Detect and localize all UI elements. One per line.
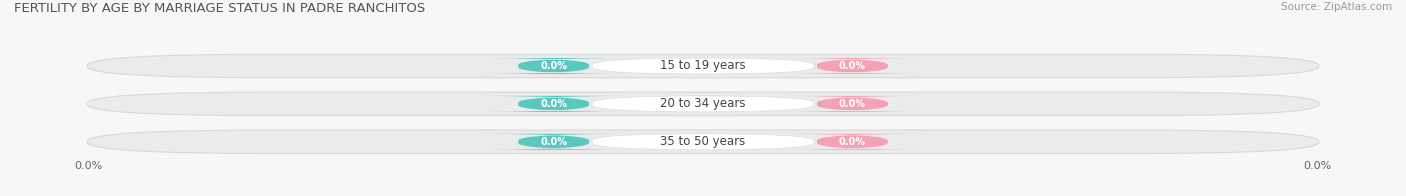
Text: 0.0%: 0.0% <box>1303 161 1331 171</box>
FancyBboxPatch shape <box>87 92 1319 116</box>
FancyBboxPatch shape <box>478 134 628 150</box>
FancyBboxPatch shape <box>592 134 814 150</box>
FancyBboxPatch shape <box>778 134 928 150</box>
Text: 15 to 19 years: 15 to 19 years <box>661 60 745 73</box>
Text: 0.0%: 0.0% <box>839 99 866 109</box>
Text: 0.0%: 0.0% <box>839 137 866 147</box>
Text: 35 to 50 years: 35 to 50 years <box>661 135 745 148</box>
FancyBboxPatch shape <box>87 130 1319 153</box>
FancyBboxPatch shape <box>478 96 628 112</box>
Text: 0.0%: 0.0% <box>75 161 103 171</box>
FancyBboxPatch shape <box>592 96 814 112</box>
FancyBboxPatch shape <box>592 58 814 74</box>
FancyBboxPatch shape <box>478 58 628 74</box>
Text: 0.0%: 0.0% <box>540 61 567 71</box>
FancyBboxPatch shape <box>778 96 928 112</box>
Text: FERTILITY BY AGE BY MARRIAGE STATUS IN PADRE RANCHITOS: FERTILITY BY AGE BY MARRIAGE STATUS IN P… <box>14 2 425 15</box>
Text: 0.0%: 0.0% <box>839 61 866 71</box>
Text: Source: ZipAtlas.com: Source: ZipAtlas.com <box>1281 2 1392 12</box>
FancyBboxPatch shape <box>778 58 928 74</box>
Text: 0.0%: 0.0% <box>540 99 567 109</box>
Text: 20 to 34 years: 20 to 34 years <box>661 97 745 110</box>
Text: 0.0%: 0.0% <box>540 137 567 147</box>
FancyBboxPatch shape <box>87 54 1319 78</box>
